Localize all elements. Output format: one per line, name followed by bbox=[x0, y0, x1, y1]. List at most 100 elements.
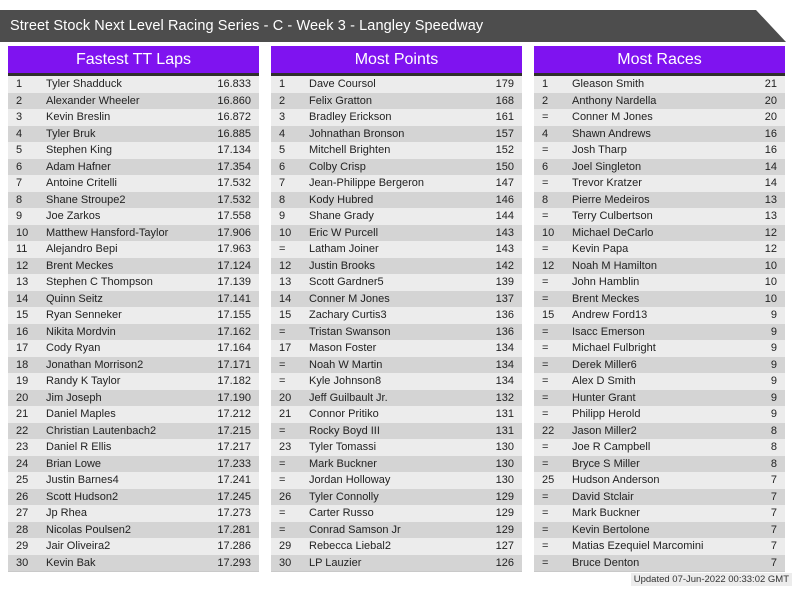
row-value: 20 bbox=[764, 111, 777, 124]
row-rank: 29 bbox=[279, 540, 292, 553]
table-row: = Latham Joiner 143 bbox=[271, 241, 522, 258]
row-value: 9 bbox=[770, 358, 777, 371]
row-driver-name: Joe Zarkos bbox=[46, 210, 101, 223]
table-row: 8 Shane Stroupe2 17.532 bbox=[8, 191, 259, 208]
table-row: 7 Jean-Philippe Bergeron 147 bbox=[271, 175, 522, 192]
row-rank: 30 bbox=[16, 556, 29, 569]
row-value: 136 bbox=[495, 325, 514, 338]
row-driver-name: Christian Lautenbach2 bbox=[46, 424, 157, 437]
row-rank: = bbox=[542, 540, 549, 553]
row-value: 14 bbox=[764, 177, 777, 190]
row-rank: 21 bbox=[279, 408, 292, 421]
row-value: 17.906 bbox=[217, 226, 251, 239]
table-row: = Bruce Denton 7 bbox=[534, 554, 785, 571]
row-rank: 15 bbox=[279, 309, 292, 322]
row-rank: = bbox=[542, 325, 549, 338]
row-driver-name: Brent Meckes bbox=[46, 259, 114, 272]
table-row: = Alex D Smith 9 bbox=[534, 373, 785, 390]
table-row: = Hunter Grant 9 bbox=[534, 389, 785, 406]
row-rank: 5 bbox=[279, 144, 286, 157]
table-row: 7 Antoine Critelli 17.532 bbox=[8, 175, 259, 192]
row-rank: = bbox=[279, 325, 286, 338]
table-row: 1 Tyler Shadduck 16.833 bbox=[8, 76, 259, 93]
row-rank: 10 bbox=[279, 226, 292, 239]
row-rank: = bbox=[542, 144, 549, 157]
row-value: 17.354 bbox=[217, 160, 251, 173]
table-row: 27 Jp Rhea 17.273 bbox=[8, 505, 259, 522]
table-row: = Philipp Herold 9 bbox=[534, 406, 785, 423]
row-rank: 8 bbox=[279, 193, 286, 206]
row-rank: 3 bbox=[16, 111, 23, 124]
table-row: 13 Stephen C Thompson 17.139 bbox=[8, 274, 259, 291]
leaderboard-column-fastest-tt-laps: Fastest TT Laps 1 Tyler Shadduck 16.833 2 Al… bbox=[8, 46, 259, 572]
table-row: 17 Mason Foster 134 bbox=[271, 340, 522, 357]
table-row: 11 Alejandro Bepi 17.963 bbox=[8, 241, 259, 258]
row-driver-name: LP Lauzier bbox=[309, 556, 362, 569]
row-driver-name: Hunter Grant bbox=[572, 391, 636, 404]
row-value: 12 bbox=[764, 226, 777, 239]
table-row: 29 Jair Oliveira2 17.286 bbox=[8, 538, 259, 555]
row-driver-name: Nicolas Poulsen2 bbox=[46, 523, 131, 536]
table-row: = Tristan Swanson 136 bbox=[271, 323, 522, 340]
row-rank: 13 bbox=[16, 276, 29, 289]
table-row: 6 Adam Hafner 17.354 bbox=[8, 158, 259, 175]
row-driver-name: Jp Rhea bbox=[46, 507, 87, 520]
row-rank: = bbox=[542, 391, 549, 404]
table-row: 10 Matthew Hansford-Taylor 17.906 bbox=[8, 224, 259, 241]
page-title: Street Stock Next Level Racing Series - … bbox=[10, 18, 484, 34]
row-value: 130 bbox=[495, 457, 514, 470]
table-row: 1 Dave Coursol 179 bbox=[271, 76, 522, 93]
row-rank: 1 bbox=[279, 78, 286, 91]
table-row: 12 Brent Meckes 17.124 bbox=[8, 257, 259, 274]
row-driver-name: Justin Barnes4 bbox=[46, 474, 119, 487]
row-driver-name: Connor Pritiko bbox=[309, 408, 379, 421]
table-row: 8 Pierre Medeiros 13 bbox=[534, 191, 785, 208]
table-row: 17 Cody Ryan 17.164 bbox=[8, 340, 259, 357]
table-row: = Matias Ezequiel Marcomini 7 bbox=[534, 538, 785, 555]
row-driver-name: Jordan Holloway bbox=[309, 474, 391, 487]
row-driver-name: Jean-Philippe Bergeron bbox=[309, 177, 424, 190]
row-rank: 26 bbox=[16, 490, 29, 503]
row-rank: 28 bbox=[16, 523, 29, 536]
table-row: = Kyle Johnson8 134 bbox=[271, 373, 522, 390]
row-rank: 12 bbox=[16, 259, 29, 272]
row-rank: 14 bbox=[279, 292, 292, 305]
row-driver-name: Joel Singleton bbox=[572, 160, 642, 173]
row-value: 16 bbox=[764, 127, 777, 140]
table-row: 3 Bradley Erickson 161 bbox=[271, 109, 522, 126]
table-row: = Jordan Holloway 130 bbox=[271, 472, 522, 489]
row-driver-name: Shawn Andrews bbox=[572, 127, 651, 140]
row-rank: 3 bbox=[279, 111, 286, 124]
row-rank: = bbox=[542, 210, 549, 223]
table-row: 26 Scott Hudson2 17.245 bbox=[8, 488, 259, 505]
row-driver-name: Kevin Bak bbox=[46, 556, 96, 569]
row-rank: 12 bbox=[279, 259, 292, 272]
row-rank: 10 bbox=[542, 226, 555, 239]
row-value: 17.963 bbox=[217, 243, 251, 256]
row-driver-name: Mark Buckner bbox=[572, 507, 640, 520]
row-value: 17.286 bbox=[217, 540, 251, 553]
row-driver-name: Jair Oliveira2 bbox=[46, 540, 111, 553]
row-value: 17.164 bbox=[217, 342, 251, 355]
row-rank: 12 bbox=[542, 259, 555, 272]
table-row: 13 Scott Gardner5 139 bbox=[271, 274, 522, 291]
row-rank: 17 bbox=[279, 342, 292, 355]
table-row: 14 Quinn Seitz 17.141 bbox=[8, 290, 259, 307]
table-row: = Brent Meckes 10 bbox=[534, 290, 785, 307]
row-driver-name: Tyler Tomassi bbox=[309, 441, 377, 454]
row-value: 9 bbox=[770, 342, 777, 355]
row-rank: 20 bbox=[279, 391, 292, 404]
row-value: 17.139 bbox=[217, 276, 251, 289]
row-rank: 4 bbox=[279, 127, 286, 140]
row-rank: = bbox=[279, 474, 286, 487]
row-driver-name: Michael DeCarlo bbox=[572, 226, 654, 239]
table-row: 30 Kevin Bak 17.293 bbox=[8, 554, 259, 571]
row-driver-name: Derek Miller6 bbox=[572, 358, 637, 371]
row-value: 17.281 bbox=[217, 523, 251, 536]
table-row: 2 Felix Gratton 168 bbox=[271, 92, 522, 109]
row-value: 17.532 bbox=[217, 177, 251, 190]
row-value: 17.532 bbox=[217, 193, 251, 206]
table-row: = Trevor Kratzer 14 bbox=[534, 175, 785, 192]
row-value: 17.273 bbox=[217, 507, 251, 520]
table-row: = Kevin Bertolone 7 bbox=[534, 521, 785, 538]
